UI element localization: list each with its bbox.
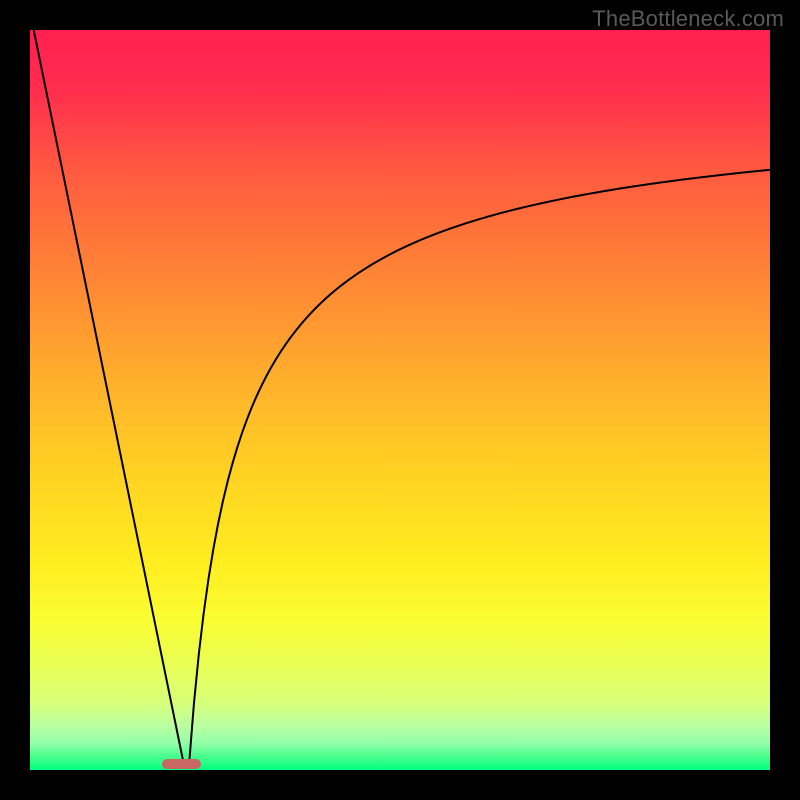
plot-area bbox=[30, 30, 770, 770]
curve-right-segment bbox=[189, 170, 770, 764]
curve-vertex-marker bbox=[162, 759, 200, 769]
curve-left-segment bbox=[34, 30, 184, 765]
plot-frame bbox=[30, 30, 770, 770]
watermark-text: TheBottleneck.com bbox=[592, 6, 784, 32]
bottleneck-curve bbox=[30, 30, 770, 770]
chart-container: TheBottleneck.com bbox=[0, 0, 800, 800]
